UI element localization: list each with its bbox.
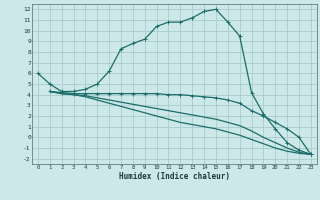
X-axis label: Humidex (Indice chaleur): Humidex (Indice chaleur) (119, 172, 230, 181)
